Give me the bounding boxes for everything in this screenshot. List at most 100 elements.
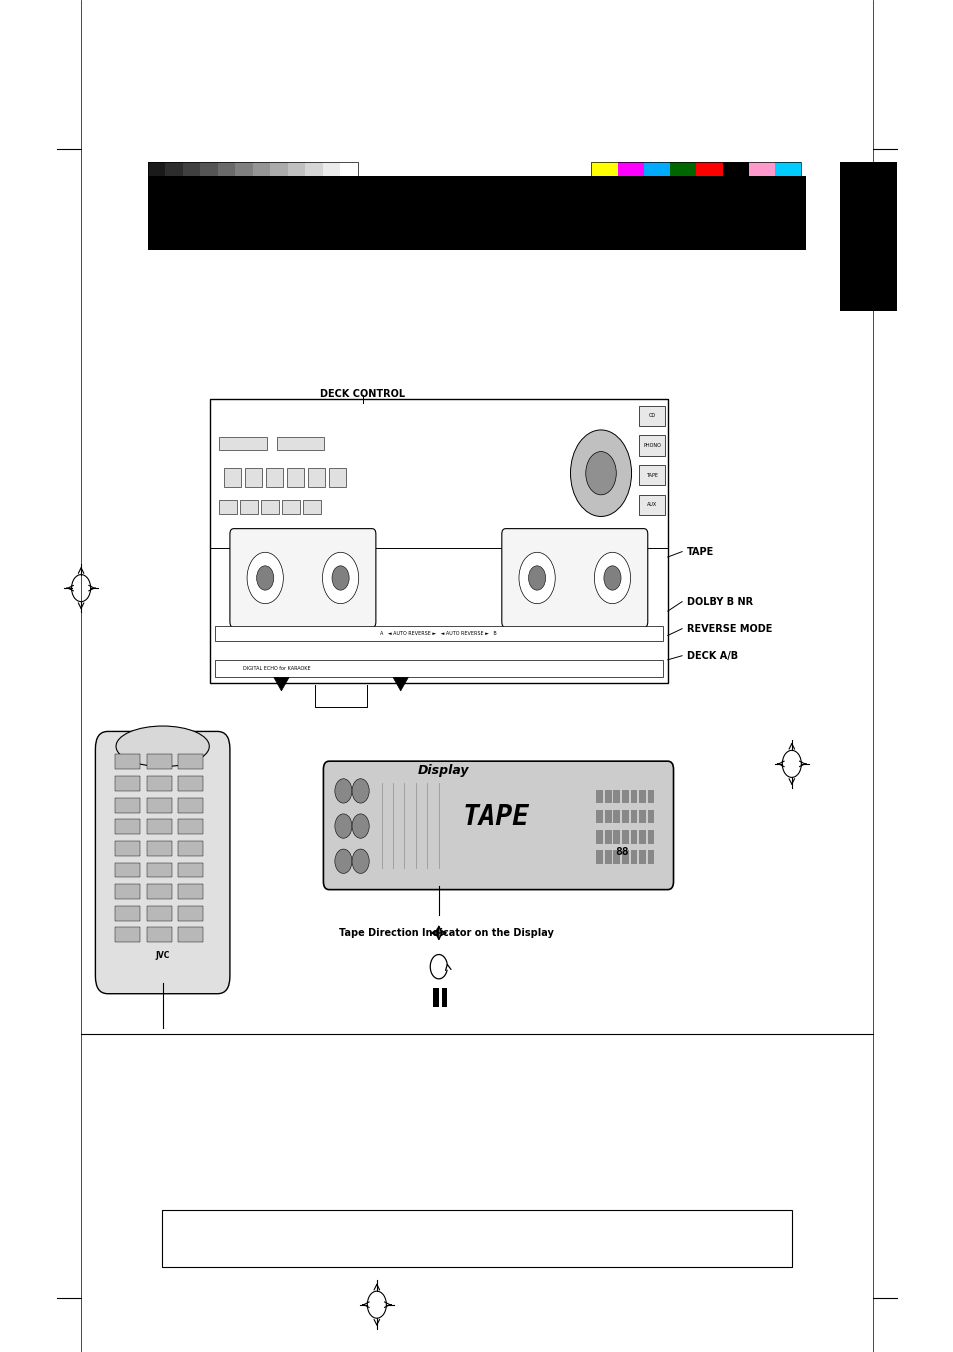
Bar bbox=[219, 500, 236, 514]
Bar bbox=[329, 468, 346, 487]
Bar bbox=[287, 468, 304, 487]
Bar bbox=[613, 790, 619, 803]
Bar bbox=[115, 863, 140, 877]
Bar bbox=[322, 162, 340, 210]
Text: DOLBY B NR: DOLBY B NR bbox=[686, 596, 752, 607]
Bar bbox=[183, 162, 200, 210]
Bar bbox=[722, 162, 748, 210]
Text: TAPE: TAPE bbox=[462, 803, 529, 831]
Bar bbox=[147, 754, 172, 769]
Bar bbox=[115, 776, 140, 791]
Circle shape bbox=[585, 452, 616, 495]
Bar bbox=[147, 884, 172, 899]
Bar bbox=[219, 437, 267, 450]
Bar bbox=[214, 626, 662, 641]
Circle shape bbox=[352, 849, 369, 873]
Bar bbox=[639, 495, 664, 515]
Circle shape bbox=[594, 553, 630, 603]
Bar bbox=[669, 162, 696, 210]
Bar bbox=[261, 500, 278, 514]
Bar bbox=[147, 927, 172, 942]
Bar bbox=[115, 884, 140, 899]
Bar bbox=[774, 162, 801, 210]
Bar bbox=[147, 819, 172, 834]
Bar bbox=[115, 819, 140, 834]
FancyBboxPatch shape bbox=[95, 731, 230, 994]
Bar bbox=[639, 850, 645, 864]
Circle shape bbox=[528, 565, 545, 589]
Text: CD: CD bbox=[648, 414, 655, 418]
Text: Tape Direction Indicator on the Display: Tape Direction Indicator on the Display bbox=[338, 927, 553, 938]
Circle shape bbox=[352, 814, 369, 838]
Bar bbox=[303, 500, 320, 514]
Bar bbox=[604, 790, 611, 803]
Bar bbox=[147, 776, 172, 791]
Text: REVERSE MODE: REVERSE MODE bbox=[686, 623, 771, 634]
Bar bbox=[596, 810, 602, 823]
Bar bbox=[214, 660, 662, 677]
Bar bbox=[639, 830, 645, 844]
Bar bbox=[839, 162, 896, 311]
Bar bbox=[630, 810, 637, 823]
Bar bbox=[288, 162, 305, 210]
Text: DIGITAL ECHO for KARAOKE: DIGITAL ECHO for KARAOKE bbox=[243, 667, 311, 671]
Bar bbox=[266, 468, 283, 487]
Circle shape bbox=[335, 849, 352, 873]
Text: 88: 88 bbox=[615, 846, 628, 857]
Bar bbox=[639, 406, 664, 426]
Bar bbox=[630, 830, 637, 844]
Bar bbox=[115, 841, 140, 856]
Bar bbox=[147, 841, 172, 856]
Bar bbox=[178, 863, 203, 877]
Bar bbox=[210, 399, 667, 683]
Circle shape bbox=[335, 814, 352, 838]
Circle shape bbox=[603, 565, 620, 589]
Bar bbox=[270, 162, 288, 210]
Circle shape bbox=[247, 553, 283, 603]
Bar bbox=[643, 162, 669, 210]
Text: TAPE: TAPE bbox=[645, 473, 658, 477]
Bar bbox=[148, 162, 357, 210]
Bar bbox=[148, 176, 805, 250]
Bar bbox=[245, 468, 262, 487]
Bar bbox=[613, 810, 619, 823]
Bar bbox=[276, 437, 324, 450]
Bar bbox=[604, 830, 611, 844]
Bar bbox=[639, 810, 645, 823]
Polygon shape bbox=[274, 677, 289, 691]
Bar bbox=[604, 850, 611, 864]
Circle shape bbox=[322, 553, 358, 603]
Bar bbox=[630, 850, 637, 864]
Bar bbox=[147, 863, 172, 877]
Bar bbox=[639, 790, 645, 803]
Bar bbox=[604, 810, 611, 823]
Bar bbox=[340, 162, 357, 210]
Bar bbox=[647, 810, 654, 823]
Bar bbox=[178, 884, 203, 899]
Bar bbox=[647, 850, 654, 864]
FancyBboxPatch shape bbox=[323, 761, 673, 890]
Bar bbox=[613, 850, 619, 864]
Bar bbox=[596, 790, 602, 803]
Bar bbox=[162, 1210, 791, 1267]
Bar bbox=[178, 841, 203, 856]
Bar bbox=[441, 988, 447, 1007]
Bar bbox=[591, 162, 801, 210]
Text: DECK A/B: DECK A/B bbox=[686, 650, 738, 661]
Circle shape bbox=[570, 430, 631, 516]
Bar bbox=[308, 468, 325, 487]
Bar bbox=[596, 850, 602, 864]
Text: JVC: JVC bbox=[155, 952, 170, 960]
Bar bbox=[433, 988, 438, 1007]
Bar bbox=[224, 468, 241, 487]
Bar bbox=[647, 790, 654, 803]
Bar bbox=[630, 790, 637, 803]
Circle shape bbox=[335, 779, 352, 803]
Bar bbox=[647, 830, 654, 844]
Bar bbox=[235, 162, 253, 210]
Bar bbox=[178, 754, 203, 769]
Bar bbox=[148, 162, 165, 210]
Bar bbox=[621, 810, 628, 823]
Bar bbox=[618, 162, 643, 210]
Bar bbox=[305, 162, 322, 210]
